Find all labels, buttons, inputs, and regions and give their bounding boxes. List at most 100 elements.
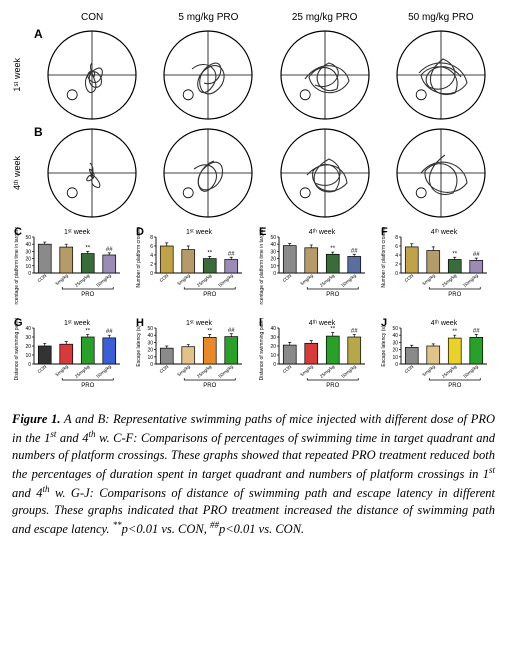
svg-text:CON: CON: [159, 273, 170, 283]
bar-row-cf: C1ˢᵗ week01020304050Percentage of platfo…: [12, 227, 495, 310]
svg-text:40: 40: [270, 242, 276, 248]
caption-sup3: st: [489, 465, 495, 475]
panel-letter-a: A: [34, 27, 43, 41]
svg-text:30: 30: [148, 340, 154, 346]
svg-text:Escape latency (s): Escape latency (s): [136, 325, 142, 366]
swim-cell-a-5: [154, 29, 262, 121]
svg-text:0: 0: [273, 271, 276, 277]
bar-row-gj: G1ˢᵗ week010203040Distance of swimming p…: [12, 318, 495, 401]
chart-h: H1ˢᵗ week01020304050Escape latency (s)CO…: [134, 318, 250, 401]
svg-text:0: 0: [150, 362, 153, 368]
svg-text:CON: CON: [281, 273, 292, 283]
svg-text:PRO: PRO: [448, 292, 461, 298]
svg-text:30: 30: [25, 335, 31, 341]
svg-text:20: 20: [148, 348, 154, 354]
caption-st1: p<0.01 vs. CON,: [122, 522, 210, 536]
svg-text:5mg/kg: 5mg/kg: [421, 273, 436, 287]
svg-text:Escape latency (s): Escape latency (s): [381, 325, 387, 366]
swim-cell-b-50: [387, 127, 495, 219]
chart-j: J4ᵗʰ week01020304050Escape latency (s)CO…: [379, 318, 495, 401]
col-header-con: CON: [38, 12, 146, 23]
svg-text:1ˢᵗ week: 1ˢᵗ week: [186, 229, 213, 236]
svg-text:1ˢᵗ week: 1ˢᵗ week: [64, 229, 91, 236]
svg-text:50mg/kg: 50mg/kg: [462, 273, 479, 288]
swim-cell-a-50: [387, 29, 495, 121]
svg-text:25mg/kg: 25mg/kg: [441, 273, 458, 288]
svg-text:5mg/kg: 5mg/kg: [299, 364, 314, 378]
svg-text:25mg/kg: 25mg/kg: [441, 364, 458, 379]
row-label-2: 4ᵗʰ week: [12, 156, 30, 190]
svg-text:25mg/kg: 25mg/kg: [318, 364, 335, 379]
svg-text:CON: CON: [281, 364, 292, 374]
swim-cell-a-con: A: [38, 29, 146, 121]
svg-text:40: 40: [25, 242, 31, 248]
svg-text:##: ##: [350, 248, 357, 254]
svg-text:50mg/kg: 50mg/kg: [95, 273, 112, 288]
svg-text:CON: CON: [37, 364, 48, 374]
swim-cell-b-25: [271, 127, 379, 219]
svg-text:##: ##: [473, 252, 480, 258]
svg-text:30: 30: [270, 249, 276, 255]
caption-st2: p<0.01 vs. CON.: [219, 522, 304, 536]
svg-text:**: **: [330, 246, 335, 252]
svg-text:50mg/kg: 50mg/kg: [462, 364, 479, 379]
svg-text:20: 20: [392, 348, 398, 354]
svg-text:6: 6: [150, 244, 153, 250]
svg-text:CON: CON: [159, 364, 170, 374]
svg-text:**: **: [208, 250, 213, 256]
svg-text:**: **: [85, 245, 90, 251]
svg-text:25mg/kg: 25mg/kg: [196, 273, 213, 288]
svg-text:CON: CON: [403, 364, 414, 374]
svg-text:30: 30: [25, 249, 31, 255]
chart-i: I4ᵗʰ week010203040Distance of swimming p…: [257, 318, 373, 401]
caption-b4: and 4: [12, 486, 42, 500]
svg-text:**: **: [452, 329, 457, 335]
svg-text:20: 20: [270, 344, 276, 350]
chart-c: C1ˢᵗ week01020304050Percentage of platfo…: [12, 227, 128, 310]
svg-text:2: 2: [150, 262, 153, 268]
svg-text:6: 6: [395, 244, 398, 250]
svg-text:PRO: PRO: [81, 292, 94, 298]
svg-text:**: **: [452, 251, 457, 257]
col-header-50: 50 mg/kg PRO: [387, 12, 495, 23]
svg-text:8: 8: [150, 235, 153, 241]
svg-text:25mg/kg: 25mg/kg: [74, 364, 91, 379]
svg-text:40: 40: [392, 333, 398, 339]
caption-sup2: th: [89, 429, 96, 439]
figure-caption: Figure 1. A and B: Representative swimmi…: [12, 411, 495, 538]
chart-f: F4ᵗʰ week02468Number of platform crossin…: [379, 227, 495, 310]
svg-text:Percentage of platform time in: Percentage of platform time in target qu…: [259, 227, 265, 305]
svg-text:##: ##: [228, 328, 235, 334]
svg-text:Distance of swimming path (m): Distance of swimming path (m): [14, 318, 20, 380]
svg-text:10: 10: [25, 353, 31, 359]
svg-text:PRO: PRO: [81, 383, 94, 389]
svg-text:25mg/kg: 25mg/kg: [74, 273, 91, 288]
row-label-1: 1ˢᵗ week: [12, 58, 30, 92]
svg-text:Distance of swimming path (m): Distance of swimming path (m): [259, 318, 265, 380]
svg-text:PRO: PRO: [326, 292, 339, 298]
svg-text:CON: CON: [37, 273, 48, 283]
svg-text:##: ##: [473, 328, 480, 334]
svg-text:PRO: PRO: [326, 383, 339, 389]
svg-text:4: 4: [150, 253, 153, 259]
svg-text:30: 30: [270, 335, 276, 341]
svg-text:0: 0: [28, 362, 31, 368]
chart-d: D1ˢᵗ week02468Number of platform crossin…: [134, 227, 250, 310]
svg-text:2: 2: [395, 262, 398, 268]
svg-text:Number of platform crossings: Number of platform crossings: [136, 227, 142, 288]
caption-b2: and 4: [56, 431, 88, 445]
svg-text:4ᵗʰ week: 4ᵗʰ week: [308, 229, 335, 236]
svg-text:10: 10: [25, 264, 31, 270]
svg-text:0: 0: [28, 271, 31, 277]
svg-text:50: 50: [392, 326, 398, 332]
svg-text:4ᵗʰ week: 4ᵗʰ week: [431, 320, 458, 327]
panel-letter-b: B: [34, 125, 43, 139]
swim-cell-b-5: [154, 127, 262, 219]
svg-text:40: 40: [148, 333, 154, 339]
caption-sig2: ##: [210, 520, 219, 530]
svg-text:5mg/kg: 5mg/kg: [177, 273, 192, 287]
svg-text:5mg/kg: 5mg/kg: [177, 364, 192, 378]
svg-text:5mg/kg: 5mg/kg: [421, 364, 436, 378]
svg-text:50: 50: [25, 235, 31, 241]
svg-text:PRO: PRO: [203, 292, 216, 298]
